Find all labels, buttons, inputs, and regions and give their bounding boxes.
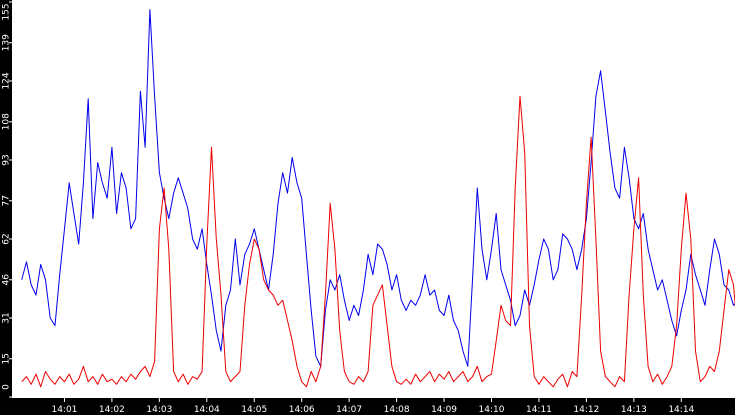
y-tick-label: 155 [2,3,12,20]
x-tick-label: 14:06 [289,405,315,415]
series-line-1 [21,9,735,367]
x-tick-label: 14:08 [384,405,410,415]
y-axis-band [0,0,12,415]
y-tick-label: 31 [2,312,12,323]
x-axis: 14:01 14:02 14:03 14:04 14:05 14:06 14:07 14:08… [51,398,695,415]
x-tick-label: 14:04 [194,405,220,415]
y-tick-label: 139 [2,34,12,51]
y-tick-label: 124 [2,72,12,89]
plot-area [21,9,735,388]
y-tick-label: 0 [2,384,12,390]
x-tick-label: 14:09 [431,405,457,415]
y-tick-label: 46 [2,274,12,286]
x-tick-label: 14:03 [146,405,172,415]
x-axis-band [0,398,735,415]
y-tick-label: 62 [2,233,12,244]
x-tick-label: 14:13 [621,405,647,415]
y-axis: 0 15 31 46 62 77 93 108 124 139 155 [2,1,12,398]
series-line-2 [21,95,735,388]
y-tick-label: 15 [2,353,12,364]
x-tick-label: 14:02 [99,405,125,415]
x-tick-label: 14:10 [479,405,505,415]
y-tick-label: 93 [2,154,12,165]
x-tick-label: 14:11 [526,405,552,415]
y-tick-label: 77 [2,195,12,206]
y-tick-label: 108 [2,113,12,130]
x-tick-label: 14:14 [668,405,694,415]
x-tick-label: 14:01 [51,405,77,415]
x-tick-label: 14:05 [241,405,267,415]
x-tick-label: 14:07 [336,405,362,415]
x-tick-label: 14:12 [573,405,599,415]
